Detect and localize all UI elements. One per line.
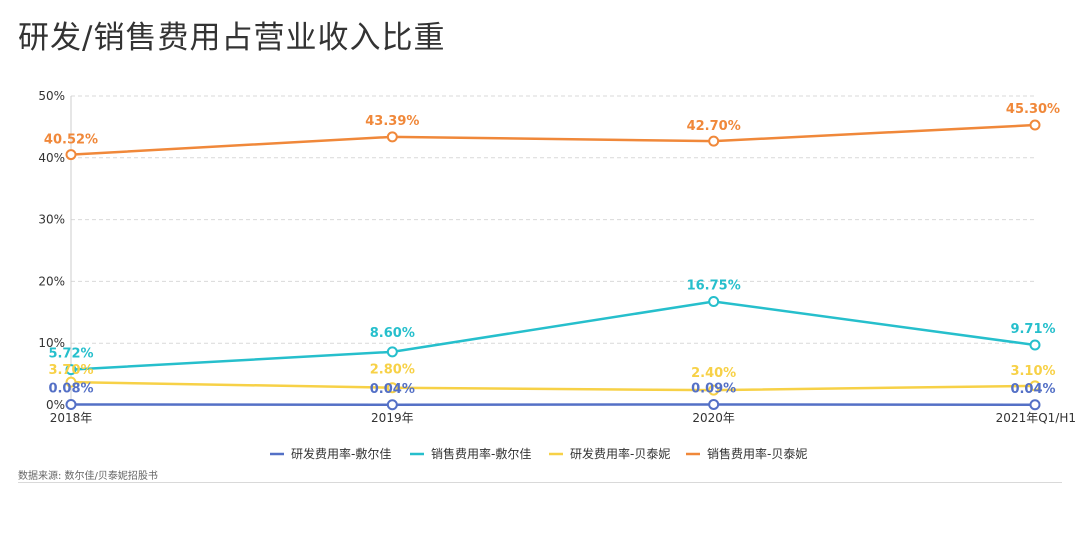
data-point	[1029, 119, 1041, 131]
y-tick-label: 20%	[38, 274, 65, 288]
series-points	[65, 119, 1041, 411]
legend-label: 研发费用率-贝泰妮	[570, 446, 670, 461]
legend: 研发费用率-敷尔佳 销售费用率-敷尔佳 研发费用率-贝泰妮 销售费用率-贝泰妮	[270, 446, 807, 461]
data-point	[708, 135, 720, 147]
data-point	[386, 346, 398, 358]
series-line	[70, 300, 1036, 371]
x-tick-label: 2021年Q1/H1	[996, 411, 1076, 425]
source-note: 数据来源: 数尔佳/贝泰妮招股书	[18, 471, 158, 482]
x-tick-label: 2020年	[692, 411, 735, 425]
data-label: 0.04%	[370, 382, 415, 397]
chart-title: 研发/销售费用占营业收入比重	[18, 20, 446, 56]
data-label: 2.40%	[691, 366, 736, 381]
x-axis: 2018年 2019年 2020年 2021年Q1/H1	[50, 404, 1076, 425]
data-label: 3.10%	[1010, 364, 1055, 379]
data-label: 45.30%	[1006, 102, 1060, 117]
data-labels: 0.08% 0.04% 0.09% 0.04% 5.72% 8.60% 16.75% 9.71…	[44, 102, 1060, 397]
y-tick-label: 10%	[38, 336, 65, 350]
legend-item[interactable]: 销售费用率-贝泰妮	[686, 446, 807, 461]
data-label: 9.71%	[1010, 322, 1055, 337]
data-label: 2.80%	[370, 363, 415, 378]
data-label: 8.60%	[370, 326, 415, 341]
data-label: 0.08%	[48, 382, 93, 397]
data-point	[1029, 399, 1041, 411]
data-point	[65, 364, 77, 376]
y-axis: 0% 10% 20% 30% 40% 50%	[38, 89, 72, 412]
data-label: 3.70%	[48, 363, 93, 378]
data-point	[386, 399, 398, 411]
data-point	[65, 399, 77, 411]
data-point	[386, 131, 398, 143]
series-line	[70, 380, 1036, 392]
data-label: 43.39%	[365, 114, 419, 129]
data-label: 16.75%	[687, 278, 741, 293]
data-point	[1029, 380, 1041, 392]
legend-item[interactable]: 研发费用率-贝泰妮	[549, 446, 670, 461]
data-label: 40.52%	[44, 133, 98, 148]
data-point	[708, 398, 720, 410]
data-point	[65, 149, 77, 161]
y-tick-label: 50%	[38, 89, 65, 103]
y-tick-label: 30%	[38, 213, 65, 227]
y-tick-label: 40%	[38, 151, 65, 165]
divider	[18, 482, 1062, 483]
x-tick-label: 2018年	[50, 411, 93, 425]
data-point	[708, 295, 720, 307]
legend-label: 销售费用率-贝泰妮	[707, 446, 807, 461]
y-tick-label: 0%	[46, 398, 65, 412]
legend-item[interactable]: 销售费用率-敷尔佳	[410, 446, 531, 461]
data-label: 0.04%	[1010, 382, 1055, 397]
series-line	[70, 123, 1036, 156]
data-label: 42.70%	[687, 119, 741, 134]
series-lines	[70, 123, 1036, 407]
data-label: 5.72%	[48, 347, 93, 362]
data-point	[65, 376, 77, 388]
data-point	[386, 382, 398, 394]
legend-label: 研发费用率-敷尔佳	[291, 446, 391, 461]
data-label: 0.09%	[691, 381, 736, 396]
data-point	[1029, 339, 1041, 351]
x-tick-label: 2019年	[371, 411, 414, 425]
legend-label: 销售费用率-敷尔佳	[431, 446, 531, 461]
legend-item[interactable]: 研发费用率-敷尔佳	[270, 446, 391, 461]
data-point	[708, 384, 720, 396]
